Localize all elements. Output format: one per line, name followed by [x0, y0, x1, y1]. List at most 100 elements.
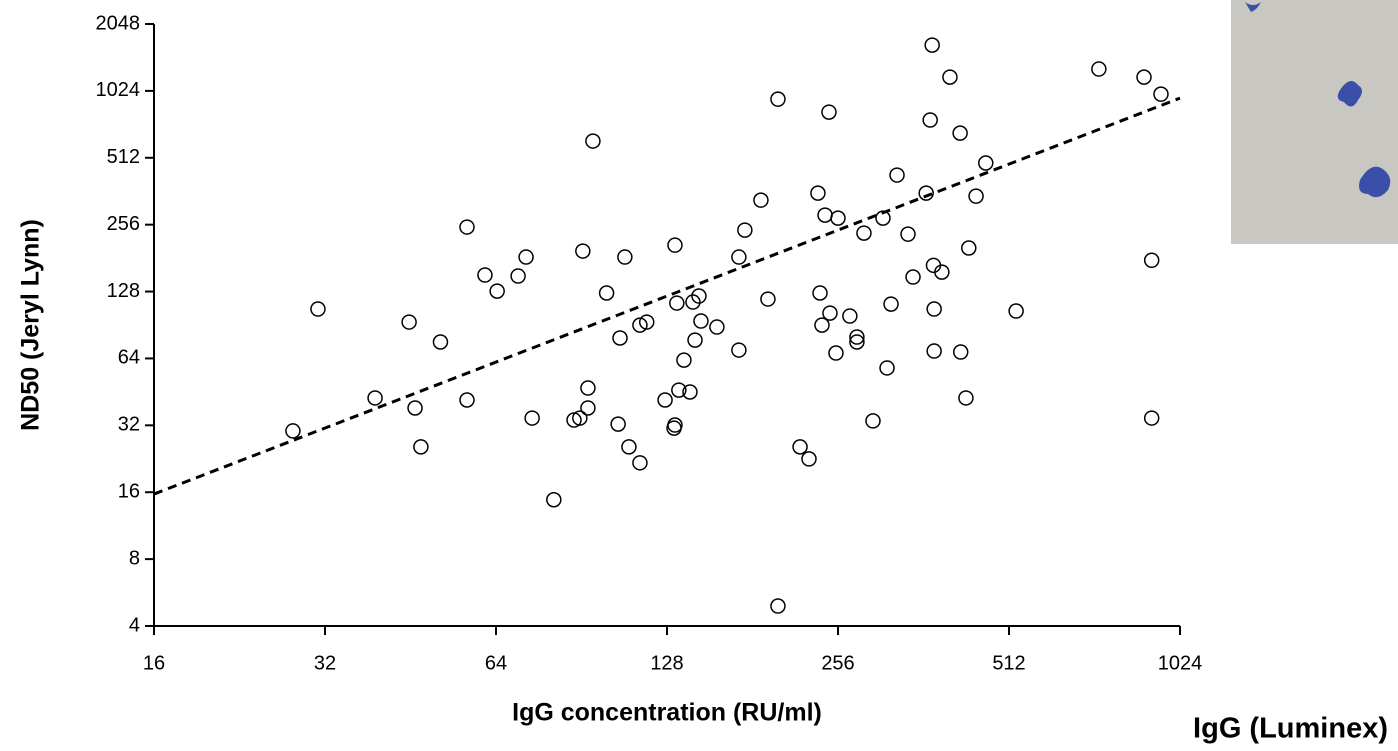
data-point: [737, 222, 753, 238]
y-tick-label: 1024: [96, 79, 141, 101]
data-point: [875, 210, 891, 226]
y-tick-label: 512: [107, 146, 140, 168]
data-point: [459, 219, 475, 235]
data-point: [792, 439, 808, 455]
data-point: [572, 410, 588, 426]
y-tick-label: 64: [118, 347, 140, 369]
data-point: [753, 192, 769, 208]
data-point: [459, 392, 475, 408]
data-point: [1143, 410, 1160, 426]
data-point: [934, 264, 950, 280]
y-tick-label: 16: [118, 481, 140, 503]
data-point: [849, 334, 865, 350]
data-point: [432, 334, 449, 350]
data-point: [926, 301, 942, 317]
data-point: [676, 352, 692, 368]
data-point: [968, 188, 984, 204]
data-point: [580, 380, 596, 396]
y-tick-label: 8: [129, 547, 140, 569]
data-point: [621, 439, 637, 455]
data-point: [814, 317, 830, 333]
data-point: [310, 301, 326, 317]
data-point: [693, 313, 709, 329]
data-point: [926, 343, 942, 359]
data-point: [879, 360, 895, 376]
data-point: [801, 451, 817, 467]
y-tick-label: 128: [107, 280, 140, 302]
data-point: [952, 344, 969, 360]
y-tick-label: 256: [107, 213, 140, 235]
data-point: [942, 69, 958, 85]
data-point: [1008, 303, 1024, 319]
data-point: [575, 243, 591, 259]
data-point: [922, 112, 938, 128]
data-point: [612, 330, 628, 346]
trend-line: [153, 96, 1181, 496]
data-point: [489, 283, 505, 299]
x-tick-label: 512: [992, 652, 1025, 674]
x-tick-label: 16: [143, 652, 165, 674]
side-label: IgG (Luminex): [1193, 713, 1388, 745]
data-point: [900, 226, 916, 242]
data-point: [958, 390, 974, 406]
data-point: [546, 491, 562, 508]
data-point: [401, 314, 417, 330]
inset-photo: [1231, 0, 1398, 244]
plaque: [1337, 81, 1362, 107]
data-point: [760, 291, 776, 307]
data-point: [918, 185, 934, 201]
y-tick-label: 32: [118, 414, 140, 436]
data-point: [731, 342, 747, 358]
data-point: [856, 225, 872, 241]
data-point: [821, 104, 837, 120]
data-point: [367, 390, 383, 406]
data-point: [671, 382, 687, 398]
data-point: [889, 167, 905, 183]
data-point: [657, 392, 673, 408]
x-tick-label: 256: [821, 652, 854, 674]
photo-background: [1231, 0, 1398, 244]
data-point: [669, 295, 685, 311]
data-point: [961, 240, 977, 256]
data-point: [667, 237, 683, 253]
x-tick-label: 1024: [1158, 652, 1203, 674]
data-point: [510, 268, 526, 284]
x-tick-label: 64: [485, 652, 507, 674]
data-point: [632, 317, 648, 333]
data-point: [865, 413, 881, 429]
data-point: [849, 329, 865, 345]
plaque: [1245, 2, 1261, 12]
data-point: [685, 294, 701, 310]
data-point: [524, 410, 540, 426]
data-point: [978, 155, 994, 171]
data-point: [518, 249, 534, 265]
data-point: [285, 423, 301, 439]
data-point: [610, 416, 626, 432]
data-point: [822, 305, 838, 321]
y-axis-title: ND50 (Jeryl Lynn): [17, 219, 45, 431]
data-point: [580, 400, 596, 416]
data-point: [682, 384, 698, 400]
data-point: [585, 133, 601, 149]
data-point: [817, 207, 833, 223]
data-point: [828, 345, 844, 361]
data-point: [687, 332, 703, 348]
data-point: [477, 267, 493, 283]
data-point: [667, 417, 683, 433]
plaque: [1359, 166, 1391, 198]
data-point: [905, 269, 921, 285]
data-point: [770, 91, 786, 107]
data-point: [632, 455, 648, 471]
data-point: [638, 314, 655, 330]
x-tick-label: 32: [314, 652, 336, 674]
data-point: [883, 296, 899, 312]
data-point: [1143, 252, 1160, 269]
data-point: [830, 210, 846, 226]
data-point: [810, 185, 826, 201]
data-point: [709, 319, 725, 335]
data-point: [598, 285, 615, 301]
data-point: [812, 285, 828, 301]
data-point: [842, 308, 858, 324]
